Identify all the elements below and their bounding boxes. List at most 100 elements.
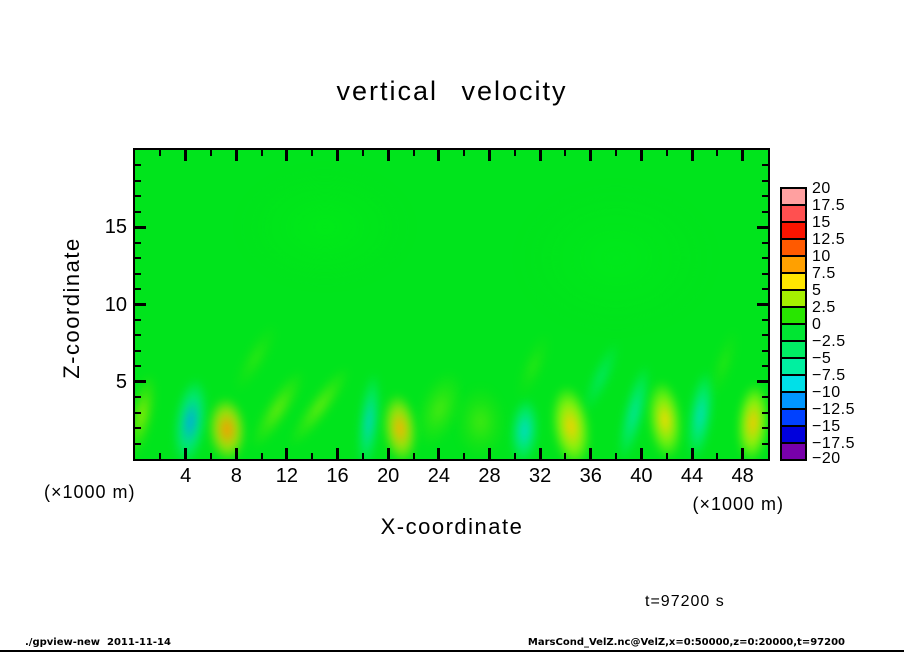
x-axis-tick: [285, 448, 289, 459]
footer-command: ./gpview-new 2011-11-14: [25, 637, 171, 648]
y-axis-units: (×1000 m): [44, 482, 136, 502]
y-tick-label: 10: [104, 293, 127, 316]
x-axis-tick: [463, 453, 466, 459]
colorbar-tick-label: 12.5: [812, 231, 846, 248]
x-axis-tick: [311, 453, 314, 459]
colorbar-cell: [782, 274, 805, 291]
colorbar-tick-label: −7.5: [812, 367, 846, 384]
y-axis-tick: [135, 318, 141, 321]
plot-area: [133, 148, 770, 461]
colorbar-tick-label: 20: [812, 180, 831, 197]
x-axis-tick: [260, 150, 263, 156]
y-axis-tick: [762, 396, 768, 399]
field-feature-downdraft-b: [353, 370, 386, 459]
x-axis-units: (×1000 m): [692, 494, 784, 514]
y-axis-tick: [762, 257, 768, 260]
x-axis-tick: [690, 448, 694, 459]
x-axis-tick: [538, 448, 542, 459]
x-axis-tick: [538, 150, 542, 161]
y-axis-tick: [762, 195, 768, 198]
y-axis-tick: [762, 210, 768, 213]
field-feature-bg-patch-2: [514, 180, 718, 336]
footer-source: MarsCond_VelZ.nc@VelZ,x=0:50000,z=0:2000…: [527, 637, 845, 648]
x-axis-tick: [564, 453, 567, 459]
y-axis-tick: [762, 318, 768, 321]
x-axis-tick: [437, 448, 441, 459]
x-axis-tick: [184, 150, 188, 161]
y-axis-tick: [135, 210, 141, 213]
footer-rule: [0, 650, 904, 652]
x-axis-title: X-coordinate: [380, 514, 524, 539]
colorbar-cell: [782, 410, 805, 427]
x-tick-label: 4: [180, 465, 192, 487]
y-axis-tick: [762, 272, 768, 275]
colorbar-cell: [782, 359, 805, 376]
colorbar-tick-label: −5: [812, 350, 832, 367]
y-axis-tick: [757, 225, 768, 229]
colorbar-tick-label: −10: [812, 384, 841, 401]
x-tick-label: 32: [528, 465, 552, 487]
y-tick-label: 15: [104, 216, 127, 239]
x-axis-tick: [716, 453, 719, 459]
x-axis-tick: [513, 453, 516, 459]
x-tick-label: 44: [680, 465, 704, 487]
y-axis-tick: [762, 442, 768, 445]
y-axis-tick: [135, 288, 141, 291]
x-tick-label: 12: [275, 465, 299, 487]
x-axis-tick: [234, 150, 238, 161]
y-axis-tick: [762, 349, 768, 352]
x-tick-label: 40: [630, 465, 653, 487]
x-axis-tick: [412, 453, 415, 459]
x-axis-tick: [437, 150, 441, 161]
y-axis-tick: [135, 427, 141, 430]
x-axis-tick: [639, 448, 643, 459]
x-axis-tick: [589, 448, 593, 459]
x-axis-tick: [386, 448, 390, 459]
x-axis-tick: [589, 150, 593, 161]
y-axis-tick: [757, 303, 768, 306]
x-axis-tick: [513, 150, 516, 156]
y-axis-tick: [762, 179, 768, 182]
y-axis-tick: [135, 442, 141, 445]
colorbar-cell: [782, 376, 805, 393]
colorbar-cell: [782, 342, 805, 359]
colorbar: [780, 187, 807, 461]
y-axis-tick: [135, 349, 141, 352]
x-axis-tick: [463, 150, 466, 156]
x-tick-label: 28: [478, 465, 501, 487]
x-axis-tick: [741, 150, 745, 161]
x-axis-tick: [336, 150, 340, 161]
chart-title: vertical velocity: [336, 76, 568, 106]
field-feature-streak-d: [575, 336, 627, 418]
x-axis-tick: [741, 448, 745, 459]
field-feature-wisp-2: [509, 327, 559, 405]
colorbar-cell: [782, 393, 805, 410]
x-axis-tick: [336, 448, 340, 459]
field-feature-downdraft-c: [508, 396, 542, 459]
field-feature-faint-updraft-c: [455, 384, 506, 459]
field-feature-downdraft-a: [168, 375, 214, 459]
colorbar-tick-label: 15: [812, 214, 831, 231]
colorbar-cell: [782, 444, 805, 459]
field-feature-updraft-f: [734, 382, 768, 459]
field-feature-wisp-3: [702, 324, 745, 402]
y-axis-tick: [762, 427, 768, 430]
y-axis-tick: [135, 241, 141, 244]
x-axis-tick: [615, 150, 618, 156]
y-axis-tick: [762, 241, 768, 244]
x-tick-label: 24: [427, 465, 450, 487]
colorbar-cell: [782, 427, 805, 444]
x-axis-tick: [184, 448, 188, 459]
y-axis-tick: [135, 195, 141, 198]
colorbar-tick-label: −20: [812, 450, 841, 467]
colorbar-tick-label: −12.5: [812, 401, 855, 418]
x-axis-tick: [285, 150, 289, 161]
y-axis-tick: [135, 179, 141, 182]
x-tick-label: 8: [230, 465, 242, 487]
colorbar-tick-label: 10: [812, 248, 831, 265]
x-axis-tick: [564, 150, 567, 156]
x-axis-tick: [386, 150, 390, 161]
x-axis-tick: [159, 453, 162, 459]
x-axis-tick: [159, 150, 162, 156]
